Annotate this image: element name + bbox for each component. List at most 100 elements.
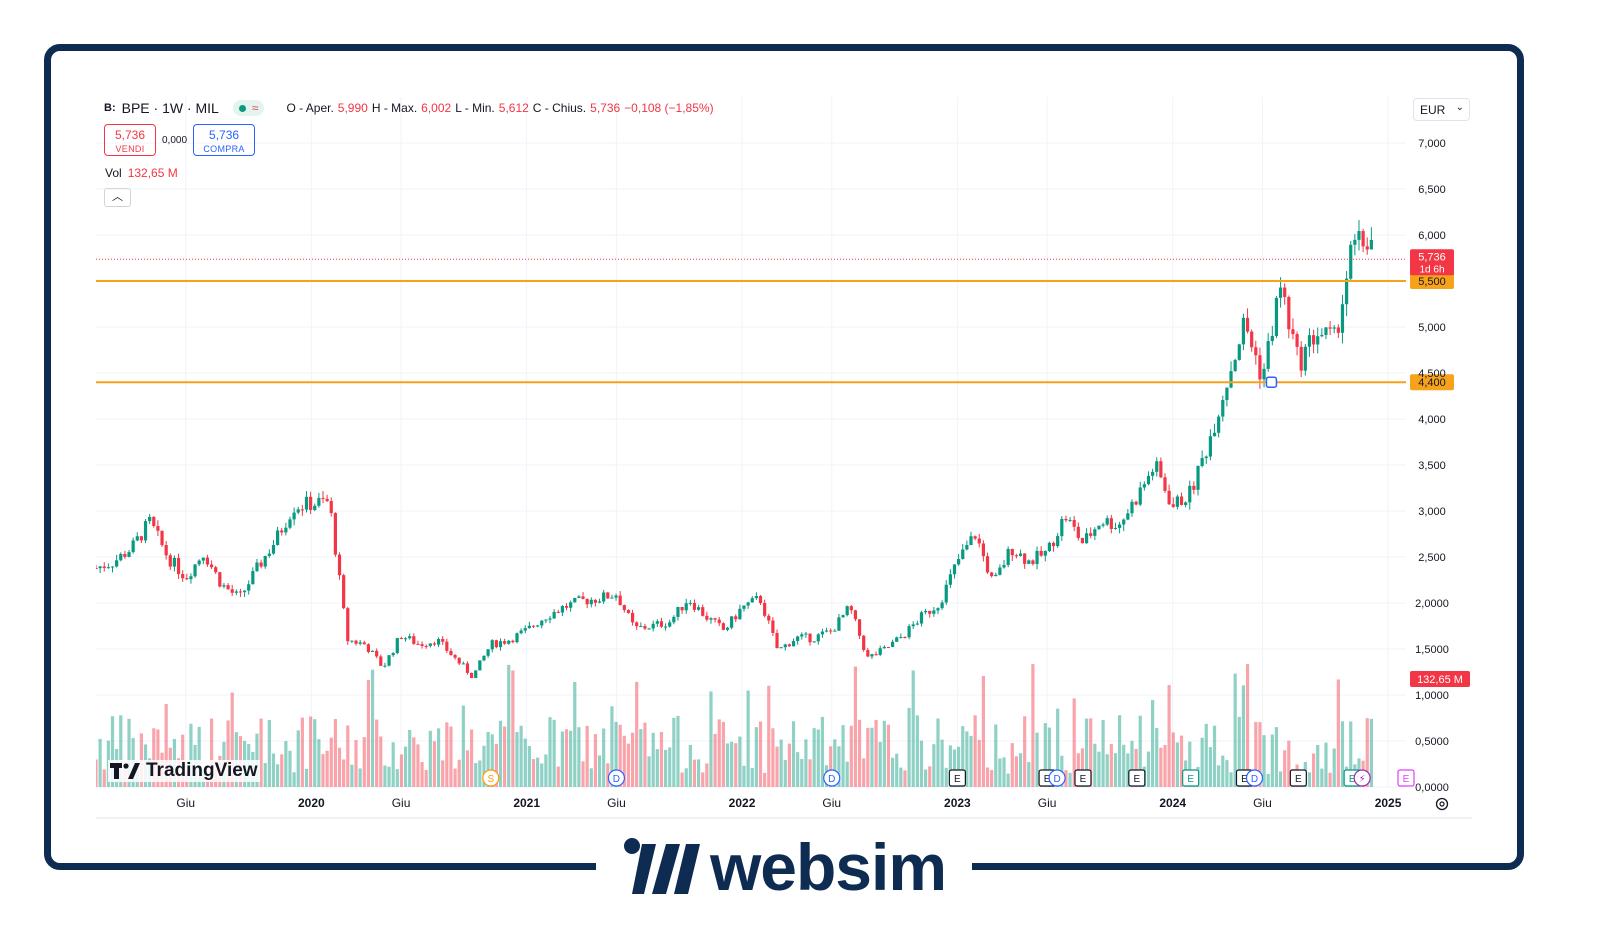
buy-button[interactable]: 5,736 COMPRA [193, 124, 256, 156]
price-chart-svg[interactable]: 5,500 4,400 7,000 6,500 6,000 5,000 4,500 4,000… [94, 97, 1472, 819]
volume-bar [1006, 773, 1010, 787]
event-marker-label: E [1403, 774, 1410, 785]
x-tick-label: Giu [607, 796, 626, 810]
level-price-badge [1410, 273, 1454, 289]
candle-body [1113, 527, 1118, 529]
open-label: O - Aper. [286, 101, 334, 115]
candle-body [255, 562, 259, 572]
volume-bar [1340, 721, 1345, 787]
candle-body [1117, 524, 1122, 528]
candle-body [680, 606, 684, 611]
candle-body [102, 566, 106, 568]
candle-body [432, 643, 437, 645]
symbol-title[interactable]: BPE · 1W · MIL [121, 100, 219, 116]
candle-body [730, 616, 734, 628]
volume-bar [395, 769, 399, 787]
candle-body [354, 640, 358, 644]
market-status[interactable]: ≈ [232, 100, 265, 116]
volume-bar [292, 772, 296, 787]
volume-bar [602, 728, 606, 787]
websim-brand: websim [596, 832, 972, 902]
candle-body [1349, 244, 1353, 279]
candle-body [585, 598, 589, 605]
volume-bar [973, 715, 977, 787]
candle-body [106, 567, 110, 569]
volume-bar [164, 703, 168, 787]
volume-bar [1237, 716, 1241, 787]
volume-bar [985, 767, 990, 787]
volume-bar [226, 720, 230, 787]
chart-area[interactable]: 5,500 4,400 7,000 6,500 6,000 5,000 4,500 4,000… [94, 97, 1472, 819]
candle-body [519, 630, 523, 634]
candle-body [1035, 550, 1039, 565]
collapse-legend-button[interactable]: ︿ [104, 188, 131, 207]
volume-bar [1047, 727, 1052, 787]
volume-bar [441, 760, 445, 787]
volume-bar [391, 742, 395, 787]
volume-bar [197, 726, 201, 787]
candle-body [787, 644, 792, 647]
candle-body [1146, 475, 1151, 485]
candle-body [490, 640, 494, 650]
volume-bar [436, 728, 441, 787]
candle-body [903, 637, 907, 639]
volume-bar [387, 766, 391, 787]
volume-bar [498, 720, 503, 787]
x-tick-label: 2023 [944, 796, 971, 810]
candle-body [115, 560, 119, 567]
x-tick-label: 2022 [729, 796, 756, 810]
event-marker-label: D [1251, 774, 1258, 785]
volume-bar [948, 745, 952, 787]
volume-bar [585, 725, 589, 787]
candle-body [932, 610, 936, 614]
candle-body [1064, 518, 1068, 521]
volume-bar [1311, 753, 1316, 787]
volume-bar [738, 736, 742, 787]
open-value: 5,990 [337, 101, 368, 115]
volume-bar [399, 754, 404, 787]
candle-body [796, 636, 800, 642]
candle-body [1233, 359, 1237, 372]
candle-body [164, 545, 168, 556]
candle-body [890, 641, 895, 647]
candle-body [1072, 519, 1076, 527]
candle-body [214, 567, 218, 573]
last-price-label: 5,736 [1418, 251, 1446, 263]
websim-wordmark: websim [709, 830, 947, 904]
candle-body [560, 606, 564, 613]
volume-bar [432, 741, 437, 787]
volume-bar [189, 723, 193, 787]
volume-bar [300, 717, 304, 787]
candle-body [1324, 327, 1328, 335]
currency-select[interactable]: EUR ⌄ [1413, 98, 1470, 121]
volume-bar [684, 768, 688, 787]
volume-bar [1031, 664, 1035, 787]
candle-body [309, 496, 313, 510]
volume-bar [486, 731, 490, 787]
candle-body [1093, 529, 1097, 536]
candle-body [862, 635, 866, 651]
volume-bar [1307, 772, 1312, 787]
currency-value: EUR [1420, 103, 1446, 117]
volume-bar [1151, 700, 1155, 787]
candle-body [1002, 564, 1006, 568]
candle-body [230, 589, 234, 593]
sell-button[interactable]: 5,736 VENDI [104, 124, 156, 156]
candle-body [775, 632, 779, 649]
ohlc-values: O - Aper. 5,990 H - Max. 6,002 L - Min. 5,6… [286, 101, 713, 115]
candle-body [259, 562, 263, 567]
volume-bar [969, 735, 973, 787]
volume-bar [569, 730, 573, 787]
candle-body [1163, 477, 1167, 491]
chevron-up-icon: ︿ [112, 191, 123, 203]
candle-body [1138, 487, 1142, 505]
candle-body [135, 536, 139, 541]
axis-settings-gear-icon[interactable] [1435, 797, 1449, 811]
tradingview-logo[interactable]: TradingView [108, 760, 260, 782]
candle-body [915, 623, 919, 625]
volume-bar [1175, 742, 1179, 787]
candle-body [1328, 327, 1332, 329]
volume-bar [767, 685, 771, 787]
volume-bar [1117, 715, 1122, 787]
candle-body [507, 640, 511, 644]
